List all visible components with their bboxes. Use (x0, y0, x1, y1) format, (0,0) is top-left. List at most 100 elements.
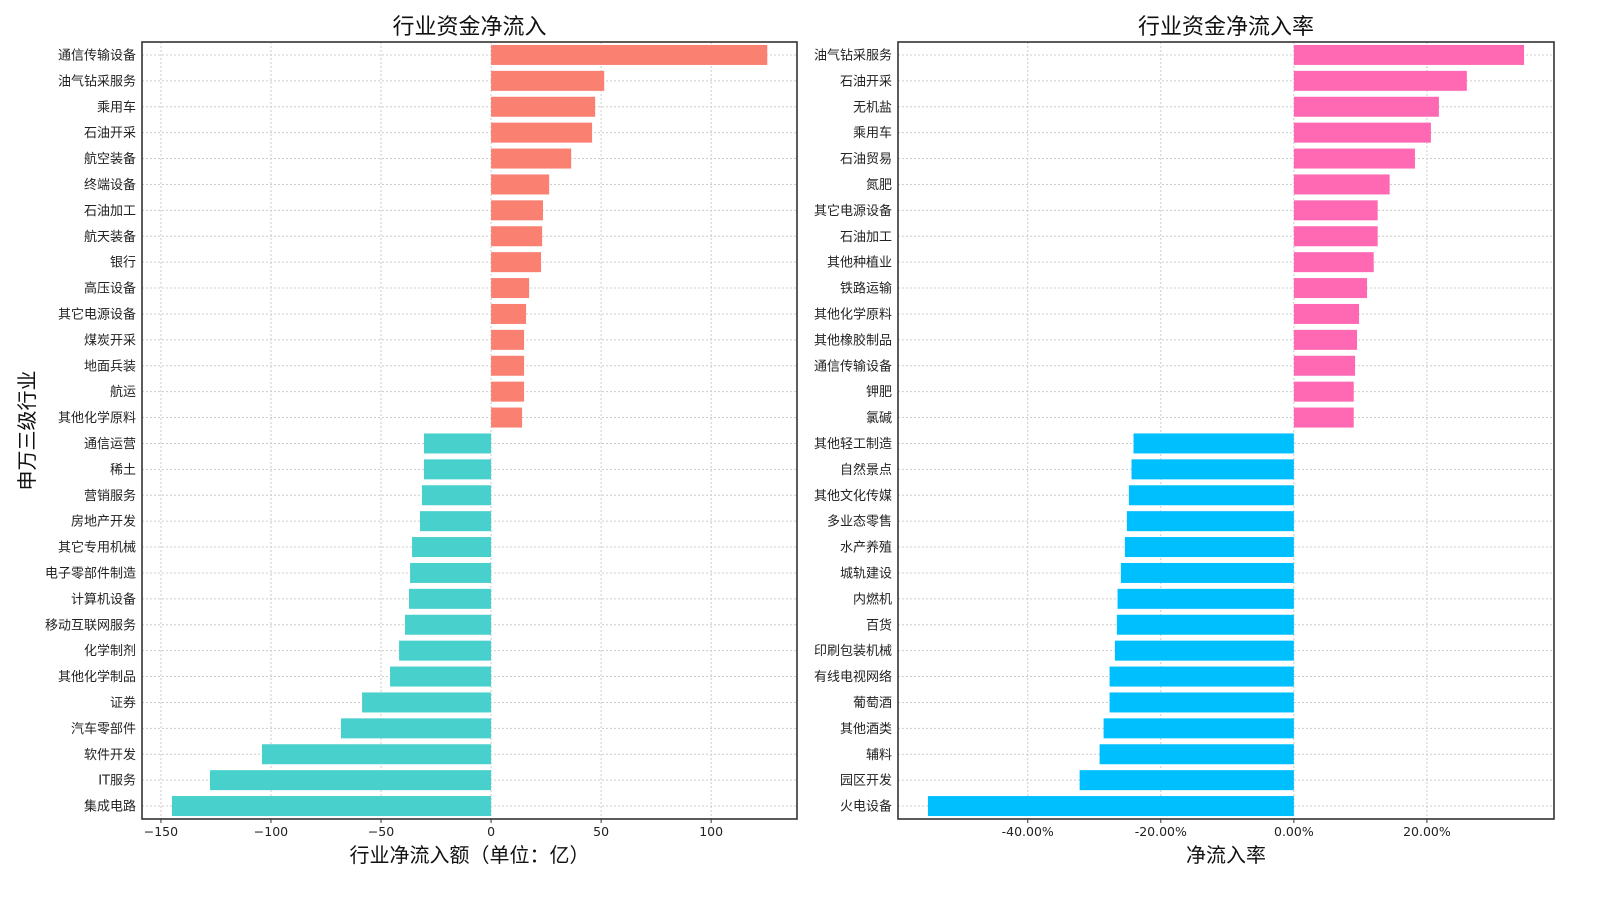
chart-title: 行业资金净流入 (392, 15, 546, 40)
y-tick-label: 地面兵装 (84, 359, 136, 374)
bar-火电设备 (927, 796, 1294, 817)
y-tick-label: 石油加工 (84, 204, 136, 219)
y-tick-label: 石油开采 (840, 74, 892, 89)
x-tick-label: -40.00% (1002, 824, 1054, 839)
y-tick-label: 石油加工 (840, 230, 892, 245)
y-tick-label: 油气钻采服务 (814, 47, 892, 63)
y-tick-label: 其他轻工制造 (814, 437, 892, 452)
bar-集成电路 (171, 796, 492, 817)
y-tick-label: 高压设备 (84, 281, 136, 297)
bar-其他种植业 (1293, 252, 1374, 273)
y-tick-label: 铁路运输 (840, 281, 892, 297)
bar-煤炭开采 (491, 329, 525, 350)
x-tick-label: 100 (699, 824, 723, 839)
bar-其它电源设备 (491, 303, 527, 324)
y-tick-label: 百货 (866, 617, 892, 633)
bar-石油开采 (491, 122, 593, 143)
y-tick-label: 煤炭开采 (84, 333, 136, 348)
y-tick-label: 其他文化传媒 (814, 489, 892, 504)
bar-汽车零部件 (340, 718, 492, 739)
y-tick-label: 火电设备 (840, 799, 892, 815)
x-tick-label: 20.00% (1403, 824, 1451, 839)
y-tick-label: 石油贸易 (840, 152, 892, 167)
y-tick-label: 其他种植业 (827, 256, 892, 271)
x-tick-label: -20.00% (1135, 824, 1187, 839)
y-tick-label: 自然景点 (840, 462, 892, 478)
x-tick-label: −150 (144, 824, 178, 839)
x-tick-label: 50 (593, 824, 609, 839)
bar-其他文化传媒 (1128, 485, 1294, 506)
bar-石油贸易 (1293, 148, 1415, 169)
y-tick-label: 证券 (110, 695, 136, 711)
bar-软件开发 (261, 744, 492, 765)
bar-乘用车 (1293, 122, 1431, 143)
y-tick-label: 银行 (110, 256, 136, 271)
bar-化学制剂 (399, 640, 492, 661)
bar-内燃机 (1117, 588, 1294, 609)
bar-石油加工 (1293, 226, 1378, 247)
bar-氮肥 (1293, 174, 1390, 195)
bar-石油开采 (1293, 70, 1467, 91)
bar-航天装备 (491, 226, 543, 247)
bar-房地产开发 (419, 511, 492, 532)
y-tick-label: 航空装备 (84, 151, 136, 167)
y-tick-label: 移动互联网服务 (45, 617, 136, 633)
y-tick-label: 汽车零部件 (71, 721, 136, 737)
bar-油气钻采服务 (491, 70, 605, 91)
bar-通信传输设备 (491, 44, 768, 65)
y-tick-label: 园区开发 (840, 773, 892, 789)
bar-水产养殖 (1124, 537, 1294, 558)
y-tick-label: 印刷包装机械 (814, 644, 892, 659)
chart-title: 行业资金净流入率 (1138, 15, 1314, 40)
bar-营销服务 (421, 485, 492, 506)
bar-计算机设备 (408, 588, 492, 609)
y-tick-label: 石油开采 (84, 126, 136, 141)
y-tick-label: 钾肥 (866, 385, 892, 400)
y-tick-label: 氯碱 (866, 411, 892, 426)
y-tick-label: 其他化学制品 (58, 669, 136, 685)
bar-其它电源设备 (1293, 200, 1378, 221)
y-tick-label: 其它电源设备 (814, 203, 892, 219)
y-tick-label: 有线电视网络 (814, 669, 892, 685)
y-tick-label: 其它专用机械 (58, 540, 136, 556)
y-tick-label: 电子零部件制造 (45, 566, 136, 581)
y-tick-label: 乘用车 (97, 99, 136, 115)
bar-航空装备 (491, 148, 572, 169)
y-tick-label: 软件开发 (84, 747, 136, 763)
bar-证券 (362, 692, 492, 713)
y-axis-label: 申万三级行业 (15, 371, 39, 491)
bar-有线电视网络 (1109, 666, 1294, 687)
y-tick-label: 通信传输设备 (58, 47, 136, 63)
bar-油气钻采服务 (1293, 44, 1525, 65)
y-tick-label: 集成电路 (84, 799, 136, 815)
chart-panel-2: 油气钻采服务石油开采无机盐乘用车石油贸易氮肥其它电源设备石油加工其他种植业铁路运… (814, 15, 1555, 867)
y-tick-label: 多业态零售 (827, 514, 892, 530)
y-tick-label: 乘用车 (853, 125, 892, 141)
bar-辅料 (1099, 744, 1294, 765)
y-tick-label: 城轨建设 (840, 566, 892, 581)
bar-地面兵装 (491, 355, 525, 376)
y-tick-label: 葡萄酒 (853, 696, 892, 711)
x-tick-label: 0 (487, 824, 495, 839)
y-tick-label: 其他酒类 (840, 722, 892, 737)
y-tick-label: 化学制剂 (84, 643, 136, 659)
y-tick-label: 水产养殖 (840, 540, 892, 556)
x-tick-label: 0.00% (1274, 824, 1314, 839)
bar-氯碱 (1293, 407, 1354, 428)
bar-稀土 (423, 459, 492, 480)
bar-高压设备 (491, 278, 530, 299)
bar-通信运营 (423, 433, 492, 454)
bar-多业态零售 (1126, 511, 1294, 532)
bar-通信传输设备 (1293, 355, 1356, 376)
y-tick-label: 航天装备 (84, 229, 136, 245)
x-tick-label: −100 (254, 824, 288, 839)
y-tick-label: 其它电源设备 (58, 306, 136, 322)
bar-乘用车 (491, 96, 596, 117)
y-tick-label: 无机盐 (853, 100, 892, 115)
bar-葡萄酒 (1109, 692, 1294, 713)
x-axis-label: 行业净流入额（单位：亿） (350, 843, 590, 867)
chart-panel-1: 通信传输设备油气钻采服务乘用车石油开采航空装备终端设备石油加工航天装备银行高压设… (15, 15, 798, 867)
y-tick-label: 稀土 (110, 463, 136, 478)
bar-终端设备 (491, 174, 550, 195)
